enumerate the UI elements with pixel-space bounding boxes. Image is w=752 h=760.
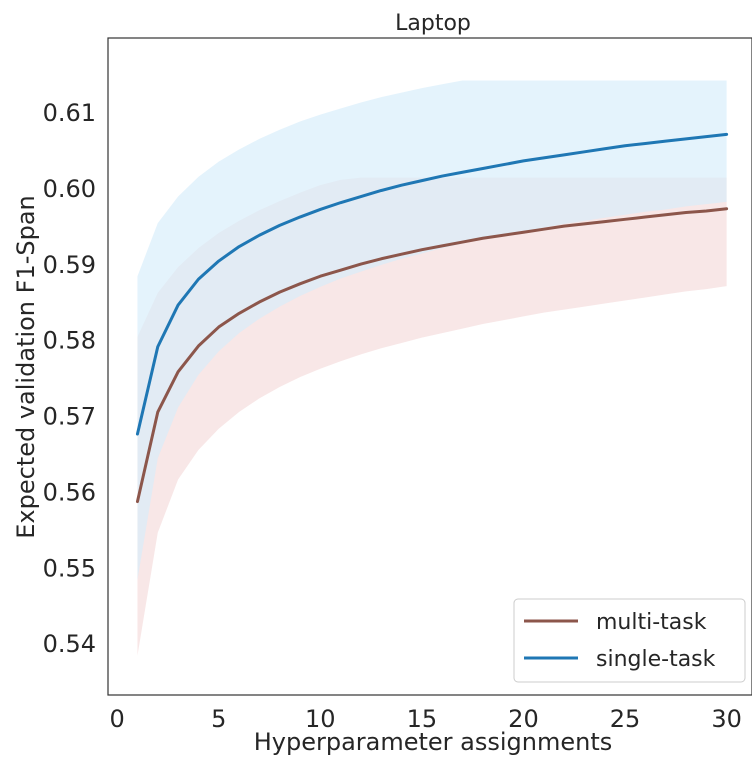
chart-title: Laptop [395,11,471,36]
x-tick-label: 0 [110,705,125,733]
y-tick-label: 0.56 [43,478,96,506]
x-tick-label: 25 [610,705,641,733]
x-tick-label: 30 [711,705,742,733]
y-tick-label: 0.58 [43,327,96,355]
x-axis-title: Hyperparameter assignments [254,728,613,756]
confidence-bands [137,80,727,656]
x-axis-ticks: 0 5 10 15 20 25 30 [110,705,742,733]
legend-label-single-task: single-task [596,647,716,672]
y-tick-label: 0.59 [43,251,96,279]
legend: multi-task single-task [513,598,746,683]
plot-frame [107,37,752,696]
y-axis-title: Expected validation F1-Span [12,195,40,539]
y-tick-label: 0.54 [43,630,96,658]
x-tick-label: 10 [305,705,336,733]
legend-label-multi-task: multi-task [596,610,707,635]
y-tick-label: 0.55 [43,554,96,582]
y-tick-label: 0.60 [43,175,96,203]
series-line-multi-task [135,207,729,504]
series-line-single-task [135,132,729,436]
x-tick-label: 20 [508,705,539,733]
y-tick-label: 0.57 [43,403,96,431]
confidence-band-single-task [137,80,727,580]
y-tick-label: 0.61 [43,99,96,127]
x-tick-label: 15 [407,705,438,733]
x-tick-label: 5 [211,705,226,733]
y-axis-ticks: 0.54 0.55 0.56 0.57 0.58 0.59 0.60 0.61 [43,99,96,658]
series-lines [135,132,729,504]
